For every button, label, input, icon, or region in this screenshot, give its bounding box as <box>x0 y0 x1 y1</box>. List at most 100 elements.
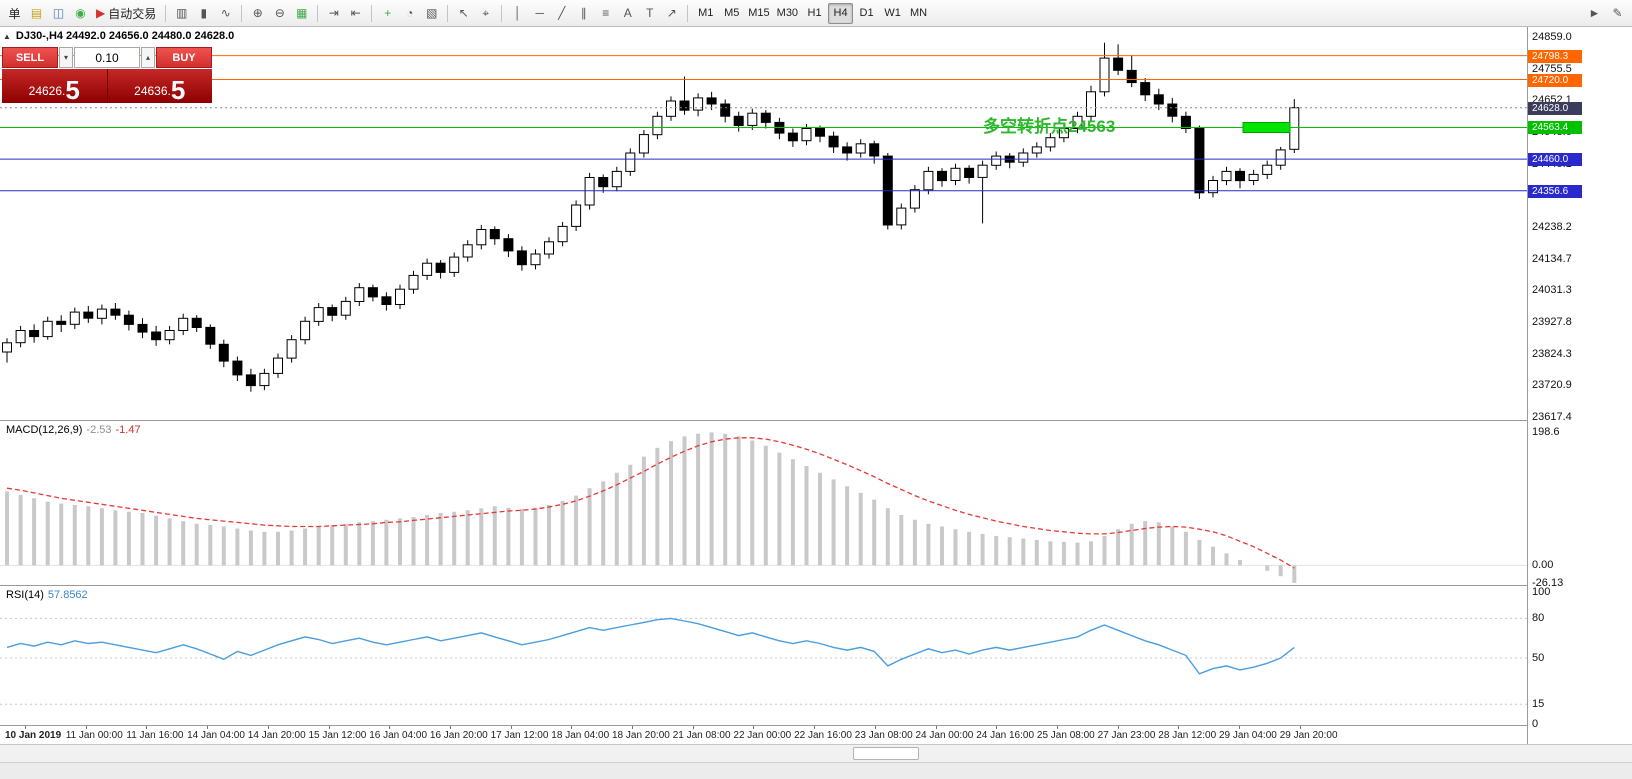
time-axis-tick <box>814 726 816 729</box>
crosshair-icon[interactable]: ⌖ <box>475 3 496 24</box>
toolbar-separator <box>687 4 689 22</box>
time-axis-tick <box>389 726 391 729</box>
label-icon[interactable]: T <box>639 3 660 24</box>
one-click-collapse-icon[interactable]: ▲ <box>3 31 11 41</box>
time-axis[interactable]: 10 Jan 2019 11 Jan 00:00 11 Jan 16:00 14 Ja… <box>0 726 1527 744</box>
horizontal-scrollbar[interactable] <box>0 744 1632 762</box>
macd-panel[interactable]: MACD(12,26,9) -2.53 -1.47 <box>0 421 1527 586</box>
price-chart-canvas[interactable]: 多空转折点24563 <box>0 27 1527 420</box>
shapes-icon[interactable]: ↗ <box>661 3 682 24</box>
tf-m5-button[interactable]: M5 <box>719 3 744 24</box>
navigator-icon[interactable]: ◉ <box>70 3 91 24</box>
macd-signal-value: -1.47 <box>115 424 141 436</box>
profiles-icon[interactable]: ▤ <box>26 3 47 24</box>
lot-spin-button[interactable]: ▴ <box>141 47 155 68</box>
time-axis-label: 27 Jan 23:00 <box>1097 730 1156 741</box>
price-badge-24798.3: 24798.3 <box>1528 49 1582 63</box>
rsi-axis-label: 50 <box>1532 652 1545 664</box>
tf-m30-button[interactable]: M30 <box>774 3 801 24</box>
autotrading-button[interactable]: ▶ 自动交易 <box>92 3 160 24</box>
tf-m5-button-label: M5 <box>724 7 740 19</box>
scrollbar-thumb[interactable] <box>853 747 919 760</box>
vertical-line-icon[interactable]: │ <box>507 3 528 24</box>
price-axis[interactable]: 24859.024755.524652.124548.624445.124341… <box>1527 27 1632 744</box>
price-axis-label: 23720.9 <box>1532 379 1572 392</box>
time-axis-tick <box>571 726 573 729</box>
tf-d1-button[interactable]: D1 <box>854 3 879 24</box>
tf-h4-button[interactable]: H4 <box>828 2 854 24</box>
tf-m1-button[interactable]: M1 <box>693 3 718 24</box>
tf-m1-button-label: M1 <box>698 7 714 19</box>
indicators-icon[interactable]: + <box>377 3 398 24</box>
pointer-tool-icon[interactable]: ► <box>1588 6 1601 20</box>
price-badge-24460.0: 24460.0 <box>1528 153 1582 167</box>
top-toolbar: 单 ▤ ◫ ◉ ▶ 自动交易 ▥ ▮ ∿ ⊕ ⊖ ▦ ⇥ ⇤ + ◔ ▧ ↖ ⌖ │ ─ ╱ ∥ ≡ A T ↗ M1 M5 M15 M30… <box>0 0 1632 27</box>
chart-shift-icon[interactable]: ⇤ <box>345 3 366 24</box>
horizontal-line-icon[interactable]: ─ <box>529 3 550 24</box>
macd-canvas[interactable] <box>0 421 1527 585</box>
tf-m15-button[interactable]: M15 <box>745 3 772 24</box>
buy-price-display[interactable]: 24636. 5 <box>107 69 212 103</box>
candles-chart-icon[interactable]: ▮ <box>193 3 214 24</box>
time-axis-tick <box>267 726 269 729</box>
text-icon[interactable]: A <box>617 3 638 24</box>
time-axis-label: 18 Jan 04:00 <box>551 730 610 741</box>
sell-price-display[interactable]: 24626. 5 <box>2 69 108 103</box>
draw-tool-icon[interactable]: ✎ <box>1612 6 1623 20</box>
sell-button[interactable]: SELL <box>2 47 58 68</box>
new-order-button[interactable]: 单 <box>4 3 25 24</box>
main-chart-svg[interactable]: 多空转折点24563 <box>0 27 1527 421</box>
time-axis-label: 28 Jan 12:00 <box>1158 730 1217 741</box>
templates-icon[interactable]: ▧ <box>421 3 442 24</box>
tile-windows-icon[interactable]: ▦ <box>291 3 312 24</box>
line-chart-icon: ∿ <box>220 6 231 20</box>
time-axis-tick <box>1056 726 1058 729</box>
channel-icon[interactable]: ∥ <box>573 3 594 24</box>
macd-label: MACD(12,26,9) -2.53 -1.47 <box>6 424 141 436</box>
lot-dropdown-button[interactable]: ▾ <box>59 47 73 68</box>
vertical-line-icon: │ <box>514 6 522 20</box>
sell-price-big: 5 <box>65 74 80 105</box>
time-axis-label: 22 Jan 00:00 <box>733 730 792 741</box>
fibonacci-icon[interactable]: ≡ <box>595 3 616 24</box>
toolbar-buttons: 单 ▤ ◫ ◉ ▶ 自动交易 ▥ ▮ ∿ ⊕ ⊖ ▦ ⇥ ⇤ + ◔ ▧ ↖ ⌖ │ ─ ╱ ∥ ≡ A T ↗ M1 M5 M15 M30… <box>4 2 1584 24</box>
bars-chart-icon[interactable]: ▥ <box>171 3 192 24</box>
tf-w1-button[interactable]: W1 <box>880 3 905 24</box>
highlight-rectangle[interactable] <box>1242 122 1291 133</box>
time-axis-tick <box>207 726 209 729</box>
time-axis-label: 29 Jan 04:00 <box>1219 730 1277 741</box>
time-axis-tick <box>753 726 755 729</box>
macd-axis-label: 0.00 <box>1532 559 1554 572</box>
trendline-icon[interactable]: ╱ <box>551 3 572 24</box>
market-watch-icon[interactable]: ◫ <box>48 3 69 24</box>
price-badge-24720.0: 24720.0 <box>1528 73 1582 87</box>
candles-layer <box>2 42 1300 392</box>
horizontal-line-icon: ─ <box>535 6 544 20</box>
auto-scroll-icon[interactable]: ⇥ <box>323 3 344 24</box>
label-icon: T <box>646 6 654 20</box>
autotrading-button-label: 自动交易 <box>108 6 157 21</box>
rsi-value: 57.8562 <box>47 589 88 601</box>
tf-mn-button[interactable]: MN <box>906 3 931 24</box>
time-axis-label: 11 Jan 16:00 <box>126 730 184 741</box>
buy-button[interactable]: BUY <box>156 47 212 68</box>
zoom-out-icon[interactable]: ⊖ <box>269 3 290 24</box>
periods-icon[interactable]: ◔ <box>399 3 420 24</box>
cursor-icon[interactable]: ↖ <box>453 3 474 24</box>
line-chart-icon[interactable]: ∿ <box>215 3 236 24</box>
rsi-panel[interactable]: RSI(14) 57.8562 <box>0 586 1527 726</box>
toolbar-separator <box>165 4 167 22</box>
zoom-in-icon[interactable]: ⊕ <box>247 3 268 24</box>
tf-h1-button[interactable]: H1 <box>802 3 827 24</box>
time-axis-tick <box>874 726 876 729</box>
macd-svg[interactable] <box>0 421 1527 586</box>
tf-h4-button-label: H4 <box>833 7 848 19</box>
main-chart[interactable]: 多空转折点24563 ▲ DJ30-,H4 24492.0 24656.0 24… <box>0 27 1527 421</box>
lot-size-input[interactable] <box>74 47 140 68</box>
rsi-canvas[interactable] <box>0 586 1527 725</box>
rsi-line <box>6 617 1295 675</box>
tf-mn-button-label: MN <box>910 7 928 19</box>
annotation-text[interactable]: 多空转折点24563 <box>983 116 1115 136</box>
rsi-svg[interactable] <box>0 586 1527 726</box>
macd-name: MACD(12,26,9) <box>6 424 83 436</box>
